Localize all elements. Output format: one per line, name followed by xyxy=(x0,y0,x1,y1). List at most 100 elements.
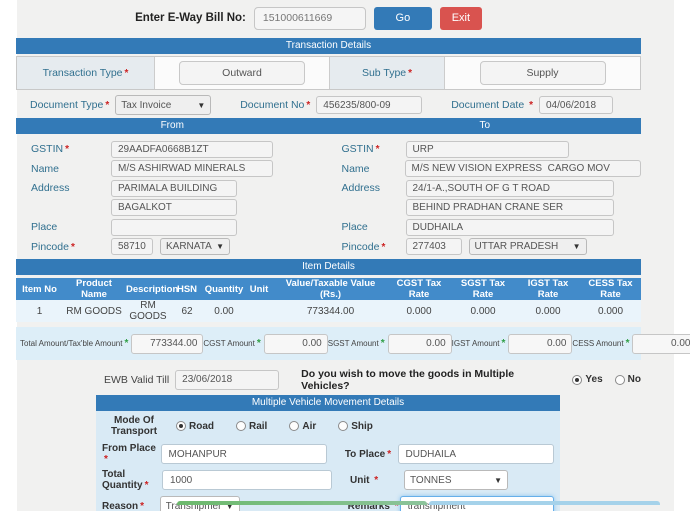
multiple-vehicles-question: Do you wish to move the goods in Multipl… xyxy=(301,367,515,392)
to-state-select[interactable]: UTTAR PRADESH ▼ xyxy=(468,238,587,255)
unit-label: Unit * xyxy=(350,474,379,486)
to-address2-input[interactable] xyxy=(405,199,614,216)
col-sgst: SGST Tax Rate xyxy=(450,278,516,300)
to-gstin-input[interactable] xyxy=(405,140,569,158)
cess-amount-label: CESS Amount * xyxy=(572,338,630,349)
to-pincode-input[interactable] xyxy=(405,238,462,255)
radio-road-icon xyxy=(176,421,186,431)
document-date-label: Document Date * xyxy=(451,99,533,111)
from-column: GSTIN* Name Address Place Pincode* xyxy=(16,138,329,255)
item-details-header: Item Details xyxy=(16,259,641,275)
col-product-name: Product Name xyxy=(63,278,125,300)
radio-yes[interactable]: Yes xyxy=(572,374,603,385)
radio-no[interactable]: No xyxy=(614,374,641,385)
multiple-vehicle-header: Multiple Vehicle Movement Details xyxy=(96,395,560,411)
total-amount-input[interactable] xyxy=(131,333,204,354)
radio-air-icon xyxy=(289,421,300,431)
chevron-down-icon: ▼ xyxy=(197,100,206,110)
from-place-input[interactable] xyxy=(111,218,237,236)
transaction-type-value: Outward xyxy=(179,61,305,85)
cess-amount-input[interactable] xyxy=(632,333,690,354)
from-pincode-label: Pincode * xyxy=(31,240,75,253)
col-quantity: Quantity xyxy=(203,278,245,300)
to-name-label: Name xyxy=(341,162,370,175)
from-place-mv-input[interactable] xyxy=(160,444,327,464)
to-place-mv-input[interactable] xyxy=(397,444,554,464)
chevron-down-icon: ▼ xyxy=(572,242,581,251)
radio-air[interactable]: Air xyxy=(289,421,316,432)
to-name-input[interactable] xyxy=(404,160,641,177)
items-header-row: Item No Product Name Description HSN Qua… xyxy=(16,278,641,300)
document-no-label: Document No * xyxy=(240,99,311,111)
from-name-label: Name xyxy=(31,162,60,175)
required-marker: * xyxy=(124,67,129,79)
to-place-mv-label: To Place * xyxy=(344,448,392,460)
radio-no-icon xyxy=(614,374,625,385)
required-marker: * xyxy=(408,67,413,79)
eway-bill-no-label: Enter E-Way Bill No: xyxy=(135,12,246,24)
radio-road[interactable]: Road xyxy=(176,421,214,432)
cgst-amount-label: CGST Amount * xyxy=(203,338,261,349)
col-hsn: HSN xyxy=(171,278,203,300)
to-pincode-label: Pincode * xyxy=(341,240,386,253)
from-state-select[interactable]: KARNATAKA ▼ xyxy=(160,238,230,255)
eway-bill-search-bar: Enter E-Way Bill No: Go Exit xyxy=(16,0,641,36)
remarks-label: Remarks * xyxy=(347,500,399,511)
eway-bill-no-input[interactable] xyxy=(253,6,366,30)
document-type-label: Document Type * xyxy=(30,99,110,111)
from-place-label: Place xyxy=(31,221,58,233)
from-name-input[interactable] xyxy=(111,160,273,177)
cgst-amount-input[interactable] xyxy=(263,333,328,354)
chevron-down-icon: ▼ xyxy=(494,475,502,485)
sgst-amount-label: SGST Amount * xyxy=(327,338,385,349)
mode-of-transport-label: Mode Of Transport xyxy=(110,415,158,437)
radio-ship-icon xyxy=(338,421,349,431)
col-igst: IGST Tax Rate xyxy=(516,278,580,300)
from-header: From xyxy=(160,120,184,131)
igst-amount-input[interactable] xyxy=(508,333,573,354)
from-to-header: From To xyxy=(16,118,641,134)
to-gstin-label: GSTIN * xyxy=(341,143,380,155)
chevron-down-icon: ▼ xyxy=(216,242,224,251)
totals-strip: Total Amount/Tax'ble Amount* CGST Amount… xyxy=(16,327,690,360)
col-cess: CESS Tax Rate xyxy=(580,278,641,300)
total-quantity-input[interactable] xyxy=(162,470,332,490)
table-row: 1 RM GOODS RM GOODS 62 0.00 773344.00 0.… xyxy=(16,300,641,322)
bottom-cutoff-area xyxy=(0,501,690,506)
col-unit: Unit xyxy=(245,278,273,300)
submit-button-cutoff[interactable] xyxy=(177,501,427,505)
from-address2-input[interactable] xyxy=(111,199,237,216)
to-place-label: Place xyxy=(341,221,368,233)
document-type-select[interactable]: Tax Invoice ▼ xyxy=(115,95,212,115)
to-address-label: Address xyxy=(341,182,381,194)
secondary-button-cutoff[interactable] xyxy=(429,501,660,505)
ewb-valid-till-input[interactable] xyxy=(175,369,280,390)
from-to-section: GSTIN* Name Address Place Pincode* xyxy=(16,134,641,255)
radio-rail-icon xyxy=(236,421,246,431)
to-column: GSTIN* Name Address Place Pincode* xyxy=(329,138,641,255)
document-date-input[interactable] xyxy=(539,96,613,114)
document-no-input[interactable] xyxy=(316,96,423,114)
to-address1-input[interactable] xyxy=(405,179,614,197)
radio-rail[interactable]: Rail xyxy=(236,421,267,432)
from-address1-input[interactable] xyxy=(111,179,237,197)
unit-select[interactable]: TONNES ▼ xyxy=(404,470,508,490)
reason-label: Reason * xyxy=(102,500,145,511)
total-quantity-label: Total Quantity * xyxy=(102,469,149,491)
igst-amount-label: IGST Amount * xyxy=(451,338,506,349)
to-place-input[interactable] xyxy=(405,218,614,236)
from-pincode-input[interactable] xyxy=(111,238,153,255)
sub-type-label: Sub Type * xyxy=(329,57,445,89)
col-value: Value/Taxable Value (Rs.) xyxy=(273,278,388,300)
from-gstin-input[interactable] xyxy=(111,140,273,158)
go-button[interactable]: Go xyxy=(373,6,432,30)
col-cgst: CGST Tax Rate xyxy=(388,278,450,300)
transaction-details-header: Transaction Details xyxy=(16,38,641,54)
radio-ship[interactable]: Ship xyxy=(338,421,373,432)
chevron-down-icon: ▼ xyxy=(225,501,234,511)
multiple-vehicle-panel: Multiple Vehicle Movement Details Mode O… xyxy=(96,395,560,511)
sub-type-value: Supply xyxy=(479,61,606,85)
exit-button[interactable]: Exit xyxy=(439,6,482,30)
transaction-type-box: Transaction Type * Outward Sub Type * Supp… xyxy=(16,56,641,90)
sgst-amount-input[interactable] xyxy=(387,333,452,354)
